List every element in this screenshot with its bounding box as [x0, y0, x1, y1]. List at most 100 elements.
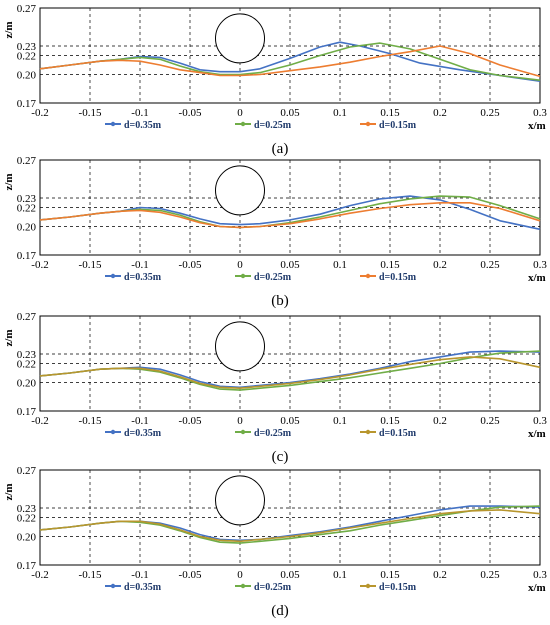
legend-label-1: d=0.35m [124, 120, 162, 131]
x-tick-label: 0.1 [333, 259, 347, 271]
cylinder-circle [215, 321, 265, 372]
x-tick-label: 0.1 [333, 569, 347, 581]
x-tick-label: 0.2 [433, 415, 447, 427]
x-tick-label: 0 [237, 415, 243, 427]
plot-frame [39, 469, 541, 566]
x-tick-label: 0.1 [333, 415, 347, 427]
legend-marker-1 [110, 273, 116, 279]
cylinder-circle [215, 475, 265, 526]
y-tick-label: 0.23 [17, 349, 37, 361]
y-tick-label: 0.22 [17, 203, 36, 215]
series-line-3 [39, 202, 541, 229]
x-tick-label: 0.15 [380, 107, 400, 119]
legend-marker-2 [240, 121, 246, 127]
x-tick-label: 0.3 [533, 259, 547, 271]
legend-label-2: d=0.25m [254, 428, 292, 439]
x-tick-label: 0.05 [280, 107, 300, 119]
x-tick-label: 0.05 [280, 259, 300, 271]
x-tick-label: 0.3 [533, 415, 547, 427]
legend-label-2: d=0.25m [254, 120, 292, 131]
chart-panel-2: -0.2 -0.15 -0.1 -0.05 0 0.05 0.1 0.15 0.2 0.25 0.3… [3, 155, 547, 309]
chart-panel-4: -0.2 -0.15 -0.1 -0.05 0 0.05 0.1 0.15 0.2 0.25 0.3… [3, 465, 547, 619]
x-tick-label: 0.25 [480, 415, 500, 427]
legend-marker-3 [365, 273, 371, 279]
y-tick-label: 0.23 [17, 193, 37, 205]
legend-label-1: d=0.35m [124, 428, 162, 439]
x-axis-label: x/m [528, 120, 546, 132]
x-tick-label: 0.2 [433, 107, 447, 119]
x-tick-label: 0.25 [480, 107, 500, 119]
x-tick-label: 0 [237, 569, 243, 581]
x-tick-label: -0.1 [131, 107, 148, 119]
x-tick-label: -0.05 [179, 569, 202, 581]
x-tick-label: 0.25 [480, 569, 500, 581]
x-tick-label: 0.15 [380, 259, 400, 271]
legend-marker-3 [365, 583, 371, 589]
x-axis-label: x/m [528, 272, 546, 284]
x-tick-label: 0.15 [380, 415, 400, 427]
x-tick-label: 0 [237, 259, 243, 271]
x-tick-label: 0.3 [533, 569, 547, 581]
y-tick-label: 0.20 [17, 70, 37, 82]
legend-label-3: d=0.15m [379, 428, 417, 439]
legend-marker-2 [240, 273, 246, 279]
y-tick-label: 0.17 [17, 406, 37, 418]
x-tick-label: -0.15 [79, 415, 102, 427]
series-line-3 [39, 356, 541, 390]
x-tick-label: 0.05 [280, 569, 300, 581]
x-tick-label: -0.1 [131, 415, 148, 427]
legend-label-3: d=0.15m [379, 272, 417, 283]
x-tick-label: 0.25 [480, 259, 500, 271]
x-tick-label: 0.3 [533, 107, 547, 119]
y-axis-label: z/m [3, 483, 15, 500]
cylinder-circle [215, 13, 265, 64]
y-tick-label: 0.22 [17, 51, 36, 63]
cylinder-circle [215, 165, 265, 216]
plot-frame [39, 7, 541, 104]
x-tick-label: -0.1 [131, 259, 148, 271]
panel-label: (b) [271, 293, 289, 309]
legend-label-2: d=0.25m [254, 582, 292, 593]
y-tick-label: 0.20 [17, 222, 37, 234]
x-axis-label: x/m [528, 428, 546, 440]
y-tick-label: 0.20 [17, 378, 37, 390]
legend-marker-3 [365, 121, 371, 127]
panel-label: (a) [272, 141, 289, 157]
y-axis-label: z/m [3, 21, 15, 38]
x-axis-label: x/m [528, 582, 546, 594]
legend-label-3: d=0.15m [379, 582, 417, 593]
plot-frame [39, 159, 541, 256]
legend-marker-3 [365, 429, 371, 435]
legend-marker-2 [240, 583, 246, 589]
x-tick-label: -0.1 [131, 569, 148, 581]
y-tick-label: 0.27 [17, 465, 37, 477]
legend-marker-1 [110, 121, 116, 127]
chart-panel-1: -0.2 -0.15 -0.1 -0.05 0 0.05 0.1 0.15 0.2 0.25 0.3… [3, 3, 547, 157]
x-tick-label: 0.05 [280, 415, 300, 427]
x-tick-label: -0.05 [179, 415, 202, 427]
x-tick-label: -0.2 [31, 415, 48, 427]
x-tick-label: -0.2 [31, 569, 48, 581]
legend-label-2: d=0.25m [254, 272, 292, 283]
x-tick-label: 0.2 [433, 259, 447, 271]
series-line-2 [39, 42, 541, 81]
x-tick-label: -0.05 [179, 259, 202, 271]
y-tick-label: 0.20 [17, 532, 37, 544]
x-tick-label: 0 [237, 107, 243, 119]
y-tick-label: 0.17 [17, 98, 37, 110]
x-tick-label: -0.15 [79, 107, 102, 119]
y-tick-label: 0.17 [17, 560, 37, 572]
y-tick-label: 0.27 [17, 311, 37, 323]
x-tick-label: -0.05 [179, 107, 202, 119]
y-tick-label: 0.27 [17, 155, 37, 167]
chart-panel-3: -0.2 -0.15 -0.1 -0.05 0 0.05 0.1 0.15 0.2 0.25 0.3… [3, 311, 547, 465]
y-tick-label: 0.22 [17, 513, 36, 525]
series-line-3 [39, 509, 541, 543]
y-tick-label: 0.17 [17, 250, 37, 262]
y-tick-label: 0.23 [17, 41, 37, 53]
x-tick-label: -0.2 [31, 259, 48, 271]
plot-frame [39, 315, 541, 412]
x-tick-label: 0.1 [333, 107, 347, 119]
panel-label: (c) [272, 449, 289, 465]
x-tick-label: -0.15 [79, 569, 102, 581]
